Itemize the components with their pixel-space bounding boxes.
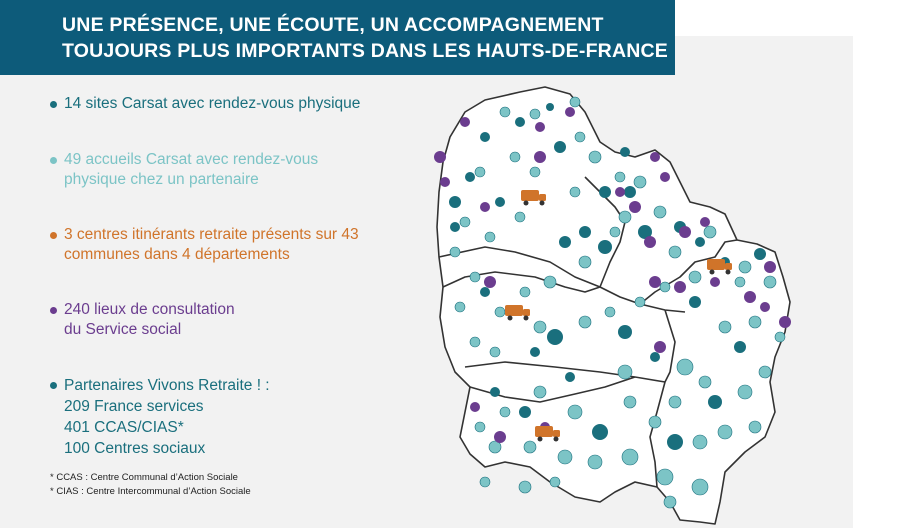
footnote-ccas: * CCAS : Centre Communal d’Action Social… — [50, 472, 238, 483]
title-line-2: TOUJOURS PLUS IMPORTANTS DANS LES HAUTS-… — [62, 40, 669, 62]
region-outline — [436, 86, 791, 525]
van-icon — [521, 190, 546, 206]
legend-item-5-line-3: 401 CCAS/CIAS* — [64, 419, 184, 436]
hauts-de-france-map — [434, 86, 791, 525]
legend-item-5-line-2: 209 France services — [64, 398, 204, 415]
dark-teal-dot-icon — [50, 382, 57, 389]
van-icon — [535, 426, 560, 442]
legend-item-4-line-2: du Service social — [64, 321, 182, 338]
title-line-1: UNE PRÉSENCE, UNE ÉCOUTE, UN ACCOMPAGNEM… — [62, 14, 604, 36]
footnotes: * CCAS : Centre Communal d’Action Social… — [50, 471, 251, 499]
legend-item-2-line-1: 49 accueils Carsat avec rendez-vous — [64, 151, 319, 168]
dark-teal-dot-icon — [50, 101, 57, 108]
legend-item-1-line-1: 14 sites Carsat avec rendez-vous physiqu… — [64, 95, 361, 112]
legend-item-2-line-2: physique chez un partenaire — [64, 171, 259, 188]
legend-item-5-line-1: Partenaires Vivons Retraite ! : — [64, 377, 270, 394]
light-teal-dot-icon — [50, 157, 57, 164]
legend-item-3-line-1: 3 centres itinérants retraite présents s… — [64, 226, 359, 243]
title-banner: UNE PRÉSENCE, UNE ÉCOUTE, UN ACCOMPAGNEM… — [0, 0, 675, 75]
van-icon — [505, 305, 530, 321]
legend-item-4-line-1: 240 lieux de consultation — [64, 301, 235, 318]
legend-item-3-line-2: communes dans 4 départements — [64, 246, 290, 263]
van-icon — [707, 259, 732, 275]
purple-dot-icon — [50, 307, 57, 314]
legend-item-5-line-4: 100 Centres sociaux — [64, 440, 206, 457]
footnote-cias: * CIAS : Centre Intercommunal d’Action S… — [50, 486, 251, 497]
orange-dot-icon — [50, 232, 57, 239]
